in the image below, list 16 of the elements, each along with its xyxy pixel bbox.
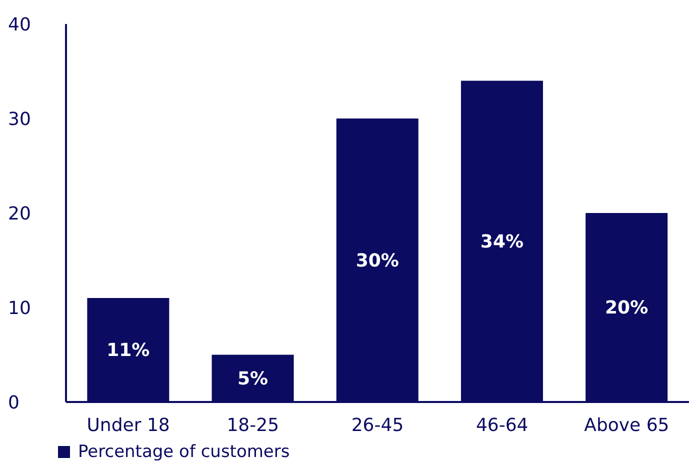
- data-label: 34%: [480, 231, 524, 252]
- y-tick-label: 30: [8, 108, 31, 130]
- y-tick-label: 40: [8, 14, 31, 36]
- x-tick-label: 18-25: [226, 414, 280, 436]
- data-label: 30%: [356, 250, 399, 272]
- y-tick-label: 10: [8, 298, 31, 319]
- y-tick-label: 20: [8, 203, 31, 224]
- data-label: 11%: [106, 340, 150, 362]
- legend-label: Percentage of customers: [78, 442, 290, 462]
- x-tick-label: Above 65: [584, 414, 670, 436]
- x-tick-label: 46-64: [476, 414, 528, 436]
- x-tick-label: Under 18: [86, 414, 170, 436]
- y-tick-label: 0: [8, 392, 20, 414]
- data-label: 20%: [605, 298, 648, 318]
- x-tick-label: 26-45: [351, 414, 404, 436]
- data-label: 5%: [238, 368, 268, 390]
